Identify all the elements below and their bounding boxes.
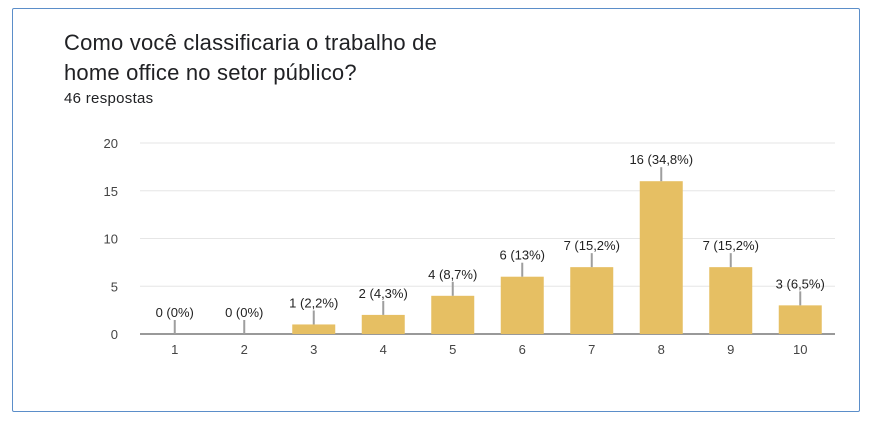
data-label: 4 (8,7%)	[428, 267, 477, 282]
data-label: 0 (0%)	[225, 305, 263, 320]
bar	[570, 267, 614, 334]
bar	[431, 295, 475, 334]
y-tick-label: 10	[104, 232, 118, 247]
x-tick-label: 2	[241, 342, 248, 357]
y-tick-label: 20	[104, 136, 118, 151]
x-tick-label: 9	[727, 342, 734, 357]
data-label: 16 (34,8%)	[629, 152, 693, 167]
bar	[292, 324, 336, 334]
data-label: 3 (6,5%)	[776, 276, 825, 291]
data-label: 6 (13%)	[499, 248, 545, 263]
x-tick-label: 1	[171, 342, 178, 357]
response-count: 46 respostas	[64, 90, 154, 107]
x-tick-label: 4	[380, 342, 387, 357]
y-tick-label: 5	[111, 279, 118, 294]
data-label: 7 (15,2%)	[703, 238, 759, 253]
x-tick-label: 10	[793, 342, 807, 357]
x-tick-label: 8	[658, 342, 665, 357]
bar	[778, 305, 822, 334]
data-label: 0 (0%)	[156, 305, 194, 320]
bar	[709, 267, 753, 334]
data-label: 1 (2,2%)	[289, 295, 338, 310]
question-title: Como você classificaria o trabalho de ho…	[64, 30, 438, 85]
x-tick-label: 3	[310, 342, 317, 357]
x-tick-label: 5	[449, 342, 456, 357]
bar	[639, 181, 683, 334]
y-tick-label: 0	[111, 327, 118, 342]
x-tick-label: 6	[519, 342, 526, 357]
y-tick-label: 15	[104, 184, 118, 199]
data-label: 2 (4,3%)	[359, 286, 408, 301]
x-tick-label: 7	[588, 342, 595, 357]
chart-card	[12, 8, 860, 412]
bar	[361, 314, 405, 334]
bar	[500, 276, 544, 334]
data-label: 7 (15,2%)	[564, 238, 620, 253]
